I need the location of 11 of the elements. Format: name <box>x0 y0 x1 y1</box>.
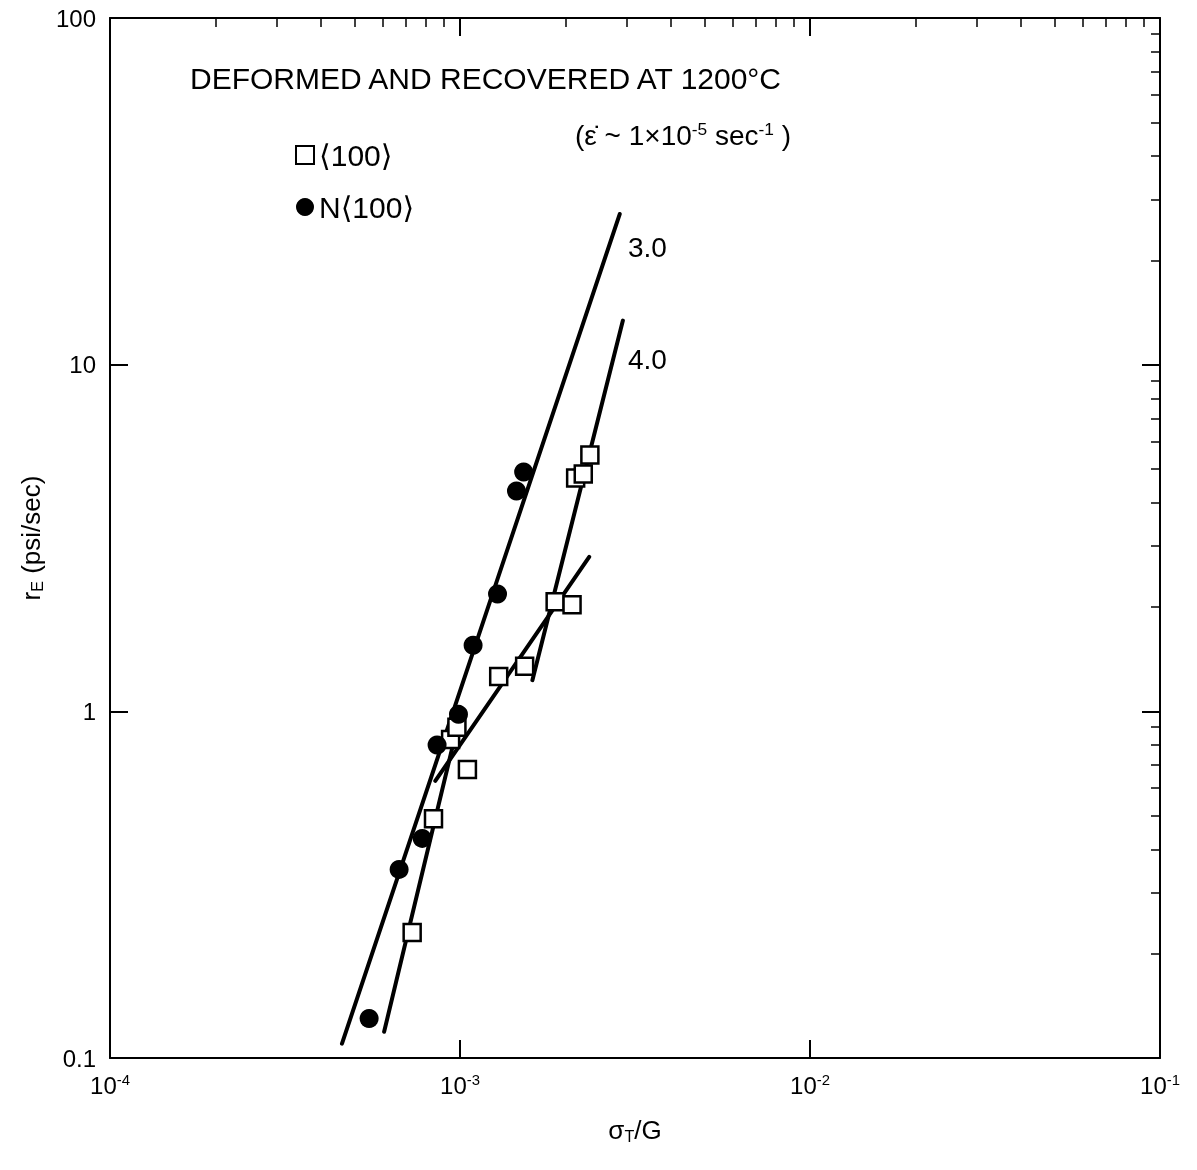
legend-label: N⟨100⟩ <box>319 190 415 224</box>
x-axis-title: σT/G <box>608 1114 662 1145</box>
legend-label: ⟨100⟩ <box>319 138 393 172</box>
annotation: 4.0 <box>628 343 667 375</box>
annotation: 3.0 <box>628 231 667 263</box>
text: DEFORMED AND RECOVERED AT 1200°C <box>190 61 782 95</box>
y-tick-label: 100 <box>55 4 96 32</box>
y-axis-title: rE (psi/sec) <box>16 475 47 601</box>
y-tick-label: 10 <box>69 351 96 379</box>
y-tick-label: 1 <box>82 697 96 725</box>
y-tick-label: 0.1 <box>62 1044 96 1072</box>
